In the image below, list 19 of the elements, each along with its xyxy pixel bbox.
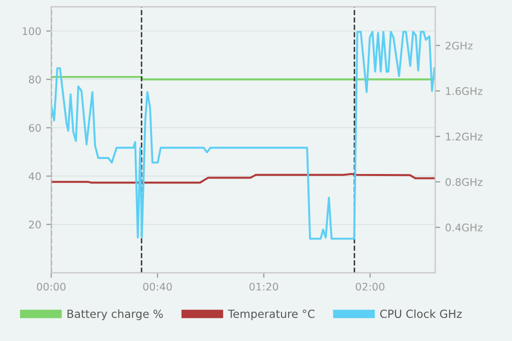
x-tick-label: 00:40 (143, 282, 172, 291)
x-tick-label: 02:00 (356, 282, 384, 291)
y-tick-label: 20 (28, 220, 41, 229)
line-series (51, 172, 436, 184)
x-tick-label: 00:00 (36, 282, 66, 291)
line-series (51, 30, 436, 240)
legend-label: Temperature °C (228, 310, 314, 320)
y-tick-label: 60 (28, 124, 41, 132)
y-tick-label: 40 (28, 172, 41, 180)
legend-label: Battery charge % (68, 309, 163, 320)
x-tick-label: 01:20 (249, 282, 278, 291)
y2-tick-label: 1.6GHz (446, 87, 482, 96)
y2-tick-label: 0.4GHz (446, 224, 482, 232)
y2-tick-label: 2GHz (446, 42, 472, 50)
y2-tick-label: 1.2GHz (446, 132, 482, 141)
y-tick-label: 80 (28, 76, 41, 84)
y-tick-label: 100 (22, 27, 41, 36)
legend-label: CPU Clock GHz (380, 309, 462, 318)
y2-tick-label: 0.8GHz (446, 178, 482, 186)
